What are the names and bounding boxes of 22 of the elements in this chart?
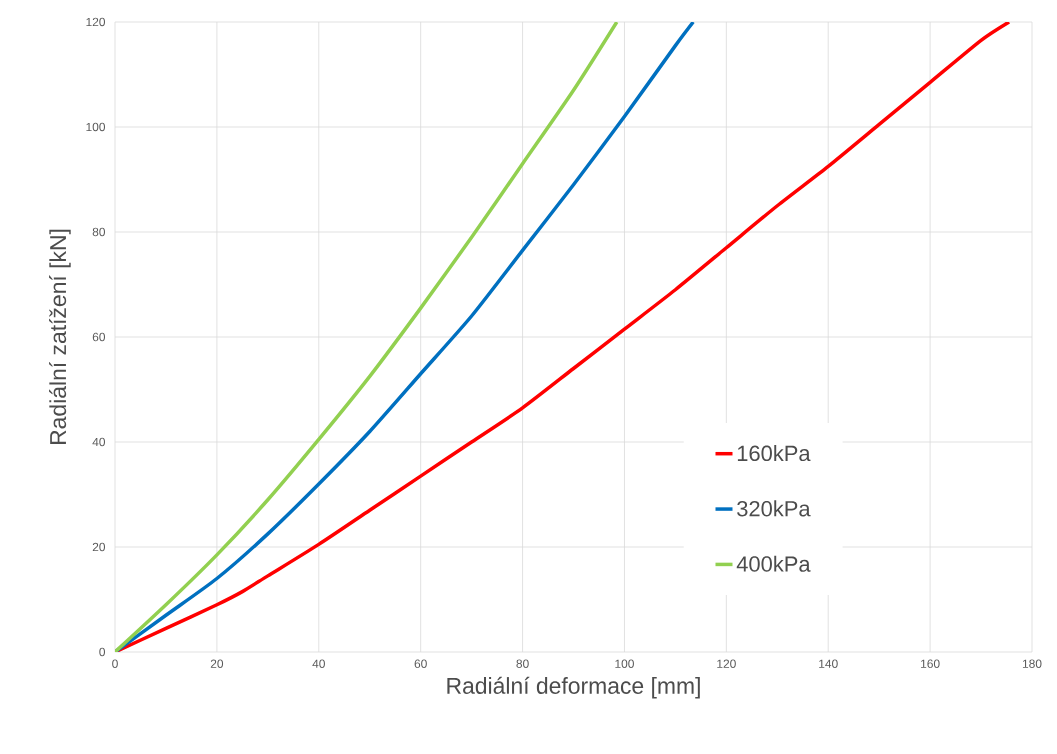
x-tick-label: 160: [921, 659, 940, 668]
x-axis-title: Radiální deformace [mm]: [447, 676, 700, 699]
legend-label: 320kPa: [737, 500, 811, 517]
y-axis-title: Radiální zatížení [kN]: [49, 229, 71, 445]
y-tick-label: 100: [86, 122, 106, 132]
x-tick-label: 20: [210, 659, 224, 668]
x-tick-label: 60: [414, 659, 427, 668]
legend-label: 400kPa: [736, 555, 811, 572]
x-tick-label: 180: [1022, 659, 1042, 668]
y-tick-label: 20: [92, 542, 106, 552]
y-tick-label: 60: [92, 332, 106, 342]
x-tick-label: 100: [615, 659, 634, 668]
x-tick-label: 80: [516, 659, 529, 668]
legend-label: 160kPa: [737, 445, 811, 462]
x-tick-label: 120: [717, 659, 736, 668]
x-tick-label: 40: [312, 659, 325, 668]
y-tick-label: 40: [92, 437, 106, 447]
y-tick-label: 120: [86, 17, 106, 27]
x-tick-label: 140: [819, 659, 838, 668]
x-tick-label: 0: [112, 659, 118, 668]
y-tick-label: 80: [92, 227, 106, 237]
y-tick-label: 0: [99, 647, 106, 657]
